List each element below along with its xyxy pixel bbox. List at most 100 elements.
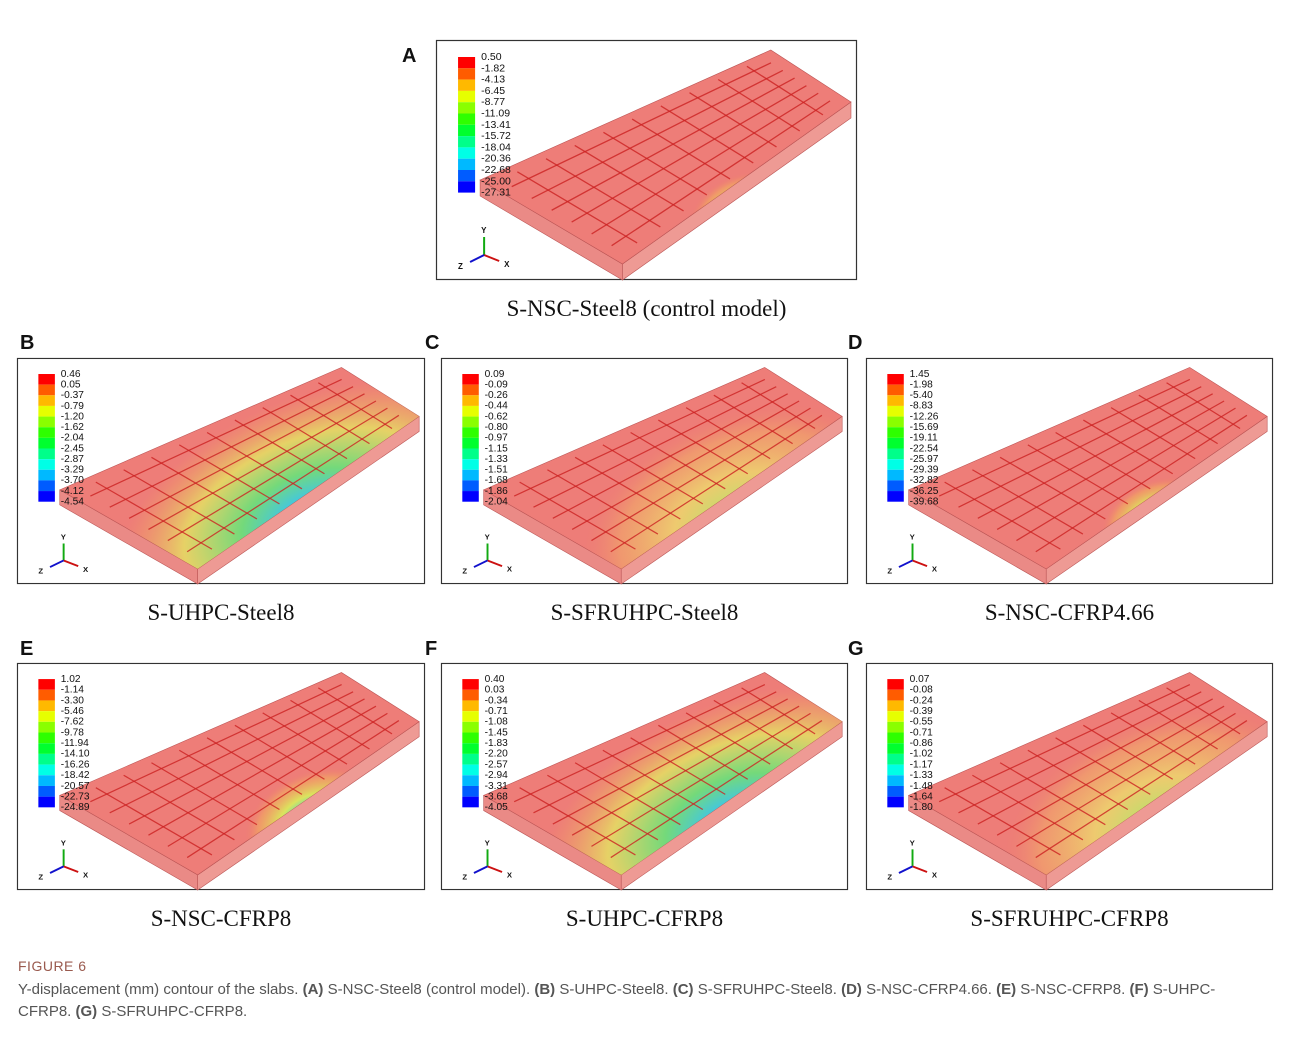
axis-label: Y [481,226,487,235]
legend-swatch [38,438,55,449]
panel: 0.50-1.82-4.13-6.45-8.77-11.09-13.41-15.… [437,41,857,281]
legend-value: -1.20 [61,412,85,423]
axis-label: Y [485,839,490,848]
legend-value: -0.08 [910,685,934,696]
legend-swatch [458,147,475,158]
legend-swatch [38,690,55,701]
legend-value: -25.97 [910,454,939,465]
legend-value: -20.36 [481,153,511,165]
axis-label: X [83,871,89,880]
legend-swatch [462,775,478,786]
legend-swatch [462,722,478,733]
legend-value: -3.29 [61,465,85,476]
legend-swatch [38,395,55,406]
legend-swatch [462,385,478,396]
legend-value: -1.17 [910,760,934,771]
legend-value: -29.39 [910,465,939,476]
panel-letter: A [402,45,416,67]
legend-value: -18.04 [481,141,511,153]
legend-value: -8.77 [481,96,505,108]
legend-value: -4.54 [61,497,85,508]
legend-swatch [38,427,55,438]
legend-value: 0.05 [61,380,81,391]
legend-value: -3.68 [485,792,509,803]
axis-label: Z [887,873,892,882]
legend-value: -0.55 [910,717,934,728]
figure-label: FIGURE 6 [18,955,1258,977]
legend-value: -4.12 [61,486,85,497]
panel: 1.02-1.14-3.30-5.46-7.62-9.78-11.94-14.1… [17,663,424,890]
item-text: S-NSC-CFRP8. [1020,981,1125,998]
legend-value: -22.54 [910,443,939,454]
legend-value: -2.20 [485,749,509,760]
legend-value: -27.31 [481,187,511,199]
legend-swatch [887,775,903,786]
item-label: (E) [996,981,1016,998]
legend-swatch [38,406,55,417]
panel-caption: S-NSC-Steel8 (control model) [507,296,787,321]
legend-swatch [38,448,55,459]
legend-value: -9.78 [61,727,85,738]
figure-panels: 0.50-1.82-4.13-6.45-8.77-11.09-13.41-15.… [0,0,1290,950]
legend-swatch [887,417,903,428]
axis-label: X [932,871,938,880]
legend-swatch [38,700,55,711]
axis-label: Z [38,567,43,576]
axis-label: X [507,565,513,574]
item-label: (F) [1129,981,1148,998]
legend-value: -22.73 [61,792,90,803]
legend-swatch [38,754,55,765]
axis-label: X [83,565,89,574]
legend-value: -6.45 [481,85,505,97]
axis-label: Z [458,262,463,271]
legend-swatch [462,711,478,722]
legend-swatch [887,385,903,396]
legend-value: -0.24 [910,695,934,706]
legend-swatch [887,690,903,701]
legend-swatch [38,743,55,754]
legend-value: -18.42 [61,770,90,781]
legend-swatch [462,438,478,449]
legend-value: -0.26 [485,390,509,401]
legend-value: -4.13 [481,74,505,86]
legend-swatch [887,480,903,491]
legend-value: -1.68 [485,475,509,486]
legend-value: -32.82 [910,475,939,486]
item-text: S-NSC-Steel8 (control model). [328,981,531,998]
legend-value: -0.39 [910,706,934,717]
legend-value: -0.09 [485,380,509,391]
legend-value: -1.08 [485,717,509,728]
legend-swatch [38,797,55,808]
legend-swatch [38,480,55,491]
legend-value: -1.15 [485,443,509,454]
axis-label: X [504,260,510,269]
legend-value: -12.26 [910,412,939,423]
page: 0.50-1.82-4.13-6.45-8.77-11.09-13.41-15.… [0,0,1290,1057]
legend-value: -0.62 [485,412,509,423]
axis-label: Y [485,533,490,542]
legend-swatch [458,114,475,125]
panel-letter: B [20,332,34,354]
legend-value: -2.87 [61,454,85,465]
legend-swatch [462,491,478,502]
legend-value: -15.69 [910,422,939,433]
panel-letter: F [425,638,437,660]
legend-value: -4.05 [485,802,509,813]
axis-label: Z [887,567,892,576]
legend-swatch [458,68,475,79]
item-text: S-UHPC-Steel8. [559,981,668,998]
legend-value: -14.10 [61,749,90,760]
legend-swatch [887,374,903,385]
legend-value: -1.48 [910,781,934,792]
axis-label: Z [462,567,467,576]
legend-value: -19.11 [910,433,938,444]
legend-swatch [458,125,475,136]
legend-value: -0.97 [485,433,509,444]
axis-label: Y [61,839,66,848]
legend-value: -0.71 [910,727,934,738]
legend-value: -36.25 [910,486,939,497]
legend-swatch [458,170,475,181]
legend-swatch [462,786,478,797]
legend-value: 0.46 [61,369,81,380]
legend-swatch [887,733,903,744]
